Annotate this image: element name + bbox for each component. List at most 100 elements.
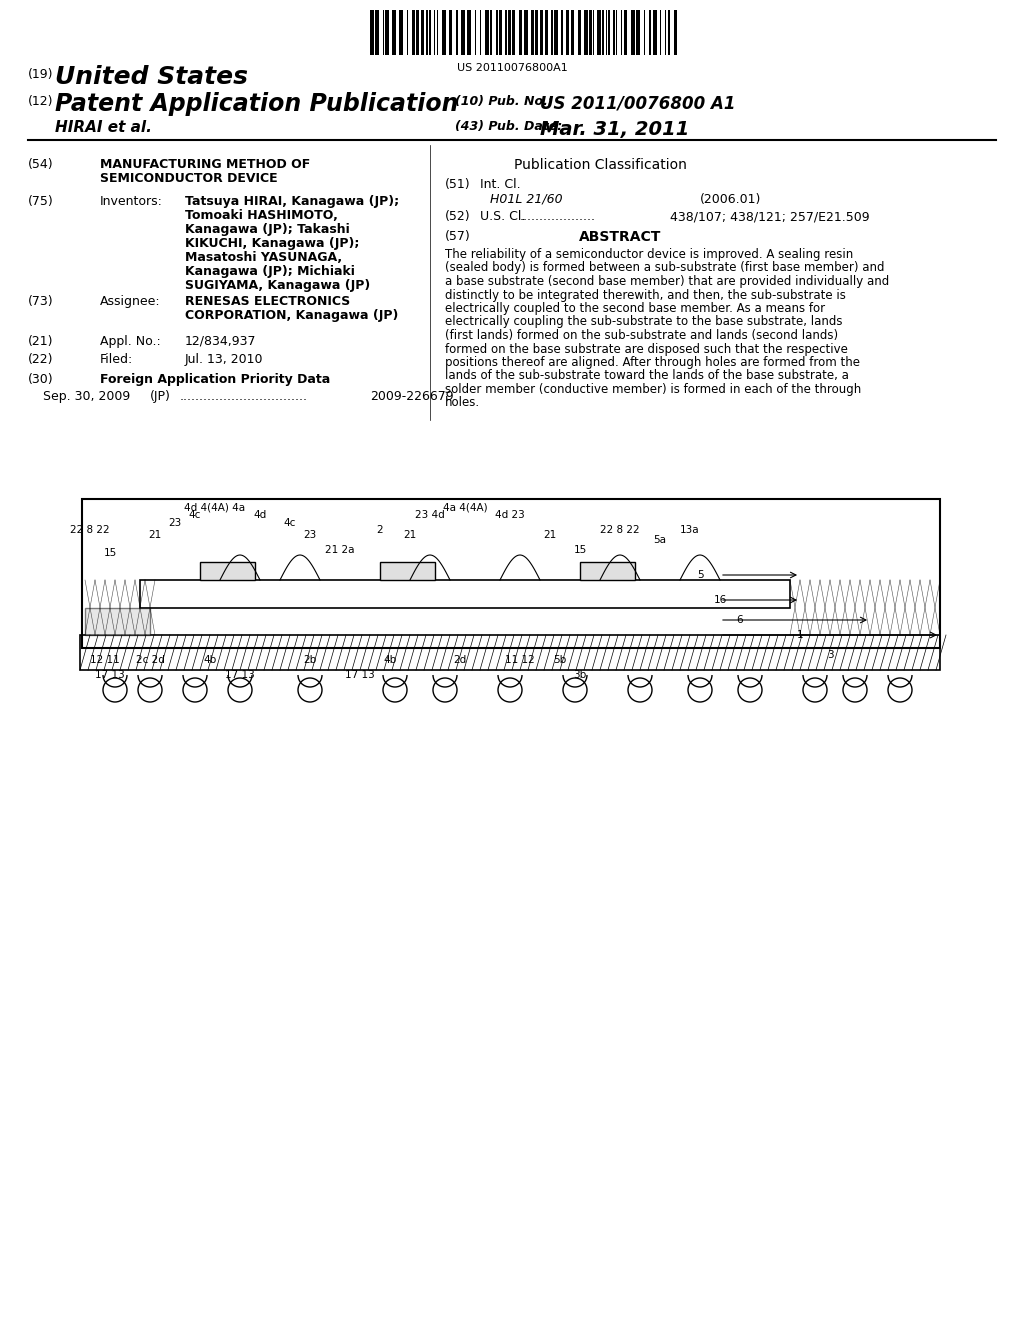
Text: 3b: 3b	[573, 671, 587, 680]
Text: CORPORATION, Kanagawa (JP): CORPORATION, Kanagawa (JP)	[185, 309, 398, 322]
Text: Masatoshi YASUNAGA,: Masatoshi YASUNAGA,	[185, 251, 342, 264]
Text: HIRAI et al.: HIRAI et al.	[55, 120, 152, 135]
Text: 438/107; 438/121; 257/E21.509: 438/107; 438/121; 257/E21.509	[670, 210, 869, 223]
Text: MANUFACTURING METHOD OF: MANUFACTURING METHOD OF	[100, 158, 310, 172]
Text: RENESAS ELECTRONICS: RENESAS ELECTRONICS	[185, 294, 350, 308]
Bar	[637, 11, 640, 55]
Bar	[385, 11, 389, 55]
Text: distinctly to be integrated therewith, and then, the sub-substrate is: distinctly to be integrated therewith, a…	[445, 289, 846, 301]
Text: electrically coupled to the second base member. As a means for: electrically coupled to the second base …	[445, 302, 825, 315]
Bar	[480, 11, 481, 55]
Text: Mar. 31, 2011: Mar. 31, 2011	[540, 120, 689, 139]
Text: (22): (22)	[28, 352, 53, 366]
Text: 13a: 13a	[680, 525, 699, 535]
Bar	[589, 11, 592, 55]
Bar	[584, 11, 588, 55]
Text: (JP): (JP)	[150, 389, 171, 403]
Bar	[561, 11, 563, 55]
Bar	[606, 11, 607, 55]
Text: (51): (51)	[445, 178, 471, 191]
Text: Kanagawa (JP); Michiaki: Kanagawa (JP); Michiaki	[185, 265, 355, 279]
Text: 5a: 5a	[653, 535, 667, 545]
Text: 4c: 4c	[284, 517, 296, 528]
Text: 2d: 2d	[454, 655, 467, 665]
Text: (12): (12)	[28, 95, 53, 108]
Text: Jul. 13, 2010: Jul. 13, 2010	[185, 352, 263, 366]
Text: (52): (52)	[445, 210, 471, 223]
Text: Kanagawa (JP); Takashi: Kanagawa (JP); Takashi	[185, 223, 350, 236]
Text: US 20110076800A1: US 20110076800A1	[457, 63, 567, 73]
Bar	[554, 11, 558, 55]
Bar	[512, 11, 515, 55]
Text: Foreign Application Priority Data: Foreign Application Priority Data	[100, 374, 331, 385]
Bar	[674, 11, 678, 55]
Bar	[536, 11, 538, 55]
Text: 5: 5	[696, 570, 703, 579]
Text: 11 12: 11 12	[505, 655, 535, 665]
Text: Tomoaki HASHIMOTO,: Tomoaki HASHIMOTO,	[185, 209, 338, 222]
Bar	[421, 11, 424, 55]
Bar	[546, 11, 548, 55]
Text: Sep. 30, 2009: Sep. 30, 2009	[43, 389, 130, 403]
Text: US 2011/0076800 A1: US 2011/0076800 A1	[540, 95, 735, 114]
Bar	[597, 11, 601, 55]
Text: United States: United States	[55, 65, 248, 88]
Circle shape	[628, 678, 652, 702]
Bar	[622, 11, 623, 55]
Text: 23: 23	[303, 531, 316, 540]
Text: Inventors:: Inventors:	[100, 195, 163, 209]
Bar	[380, 562, 435, 579]
Text: holes.: holes.	[445, 396, 480, 409]
Bar	[496, 11, 498, 55]
Bar	[571, 11, 573, 55]
Bar	[580, 562, 635, 579]
Bar	[632, 11, 635, 55]
Bar	[608, 11, 609, 55]
Text: 4c: 4c	[188, 510, 201, 520]
Bar	[616, 11, 617, 55]
Text: SEMICONDUCTOR DEVICE: SEMICONDUCTOR DEVICE	[100, 172, 278, 185]
Bar	[85, 609, 150, 635]
Text: 22 8 22: 22 8 22	[71, 525, 110, 535]
Text: (54): (54)	[28, 158, 53, 172]
Text: (57): (57)	[445, 230, 471, 243]
Text: (sealed body) is formed between a sub-substrate (first base member) and: (sealed body) is formed between a sub-su…	[445, 261, 885, 275]
Circle shape	[433, 678, 457, 702]
Bar	[669, 11, 670, 55]
Bar	[375, 11, 379, 55]
Text: solder member (conductive member) is formed in each of the through: solder member (conductive member) is for…	[445, 383, 861, 396]
Bar	[416, 11, 419, 55]
Text: Filed:: Filed:	[100, 352, 133, 366]
Circle shape	[228, 678, 252, 702]
Circle shape	[688, 678, 712, 702]
Bar	[653, 11, 657, 55]
Bar	[490, 11, 492, 55]
Text: 15: 15	[573, 545, 587, 554]
Text: 4b: 4b	[383, 655, 396, 665]
Text: 4d 23: 4d 23	[496, 510, 525, 520]
Circle shape	[888, 678, 912, 702]
Text: 21 2a: 21 2a	[326, 545, 354, 554]
Text: 1: 1	[797, 630, 803, 640]
Bar	[624, 11, 628, 55]
Circle shape	[843, 678, 867, 702]
Circle shape	[183, 678, 207, 702]
Bar	[467, 11, 471, 55]
Text: SUGIYAMA, Kanagawa (JP): SUGIYAMA, Kanagawa (JP)	[185, 279, 371, 292]
Text: (2006.01): (2006.01)	[700, 193, 762, 206]
Text: KIKUCHI, Kanagawa (JP);: KIKUCHI, Kanagawa (JP);	[185, 238, 359, 249]
Text: 2b: 2b	[303, 655, 316, 665]
Text: (75): (75)	[28, 195, 53, 209]
Bar	[429, 11, 431, 55]
Text: electrically coupling the sub-substrate to the base substrate, lands: electrically coupling the sub-substrate …	[445, 315, 843, 329]
Bar	[450, 11, 452, 55]
Circle shape	[298, 678, 322, 702]
Text: 12/834,937: 12/834,937	[185, 335, 256, 348]
Bar	[518, 11, 522, 55]
Text: 21: 21	[148, 531, 162, 540]
Bar	[602, 11, 604, 55]
Bar	[436, 11, 438, 55]
Bar	[461, 11, 465, 55]
Bar	[392, 11, 395, 55]
Text: 2: 2	[377, 525, 383, 535]
